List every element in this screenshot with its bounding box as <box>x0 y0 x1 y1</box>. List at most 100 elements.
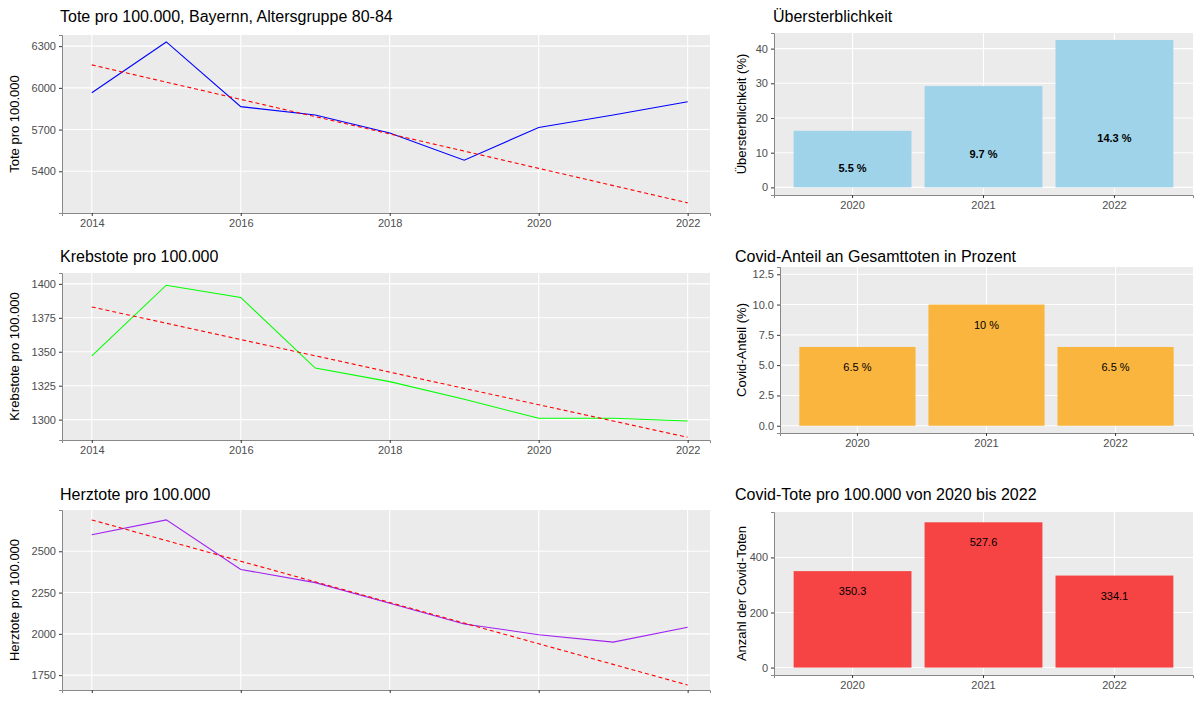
y-tick: 0 <box>762 181 774 193</box>
chart-canvas: 540057006000630020142016201820202022Tote… <box>0 0 1200 701</box>
x-tick-mark <box>92 213 93 216</box>
y-tick-label: 1325 <box>32 380 56 392</box>
axis-line <box>771 34 775 196</box>
axis: 0.02.55.07.510.012.5 <box>753 268 781 434</box>
y-tick-mark <box>59 634 62 635</box>
x-tick <box>390 690 391 693</box>
axis-line <box>59 274 63 441</box>
y-grid-line <box>62 129 710 130</box>
x-tick <box>92 690 93 693</box>
y-tick-label: 2000 <box>32 628 56 640</box>
annotation: 14.3 % <box>1097 132 1131 144</box>
x-tick-label: 2014 <box>80 217 104 229</box>
x-tick-label: 2021 <box>971 679 995 691</box>
y-tick-mark <box>777 305 780 306</box>
series-line <box>92 520 688 685</box>
y-tick: 2250 <box>32 587 62 599</box>
x-tick-label: 2020 <box>527 444 551 456</box>
x-tick: 2021 <box>971 675 995 691</box>
y-tick-label: 2.5 <box>759 389 774 401</box>
bar <box>794 131 912 188</box>
y-tick: 20 <box>756 112 774 124</box>
y-grid-line <box>62 283 710 284</box>
x-tick-label: 2021 <box>974 437 998 449</box>
x-grid-line <box>538 273 539 440</box>
y-tick-mark <box>771 83 774 84</box>
y-grid-line <box>62 551 710 552</box>
chart: 0102030402020202120225.5 %9.7 %14.3 %Übe… <box>734 8 1194 211</box>
y-tick-label: 2250 <box>32 587 56 599</box>
y-grid-line <box>62 171 710 172</box>
x-grid-line <box>389 510 390 690</box>
plot-area <box>794 40 1174 187</box>
y-tick: 1375 <box>32 312 62 324</box>
y-tick: 2.5 <box>759 389 780 401</box>
x-grid-line <box>687 273 688 440</box>
x-tick-mark <box>983 195 984 198</box>
y-tick: 5700 <box>32 124 62 136</box>
y-grid-line <box>62 633 710 634</box>
axis: 20142016201820202022 <box>63 440 711 456</box>
y-tick: 7.5 <box>759 329 780 341</box>
x-tick-mark <box>688 440 689 443</box>
x-grid-line <box>240 35 241 213</box>
chart-title: Covid-Tote pro 100.000 von 2020 bis 2022 <box>735 486 1037 503</box>
x-tick-mark <box>688 690 689 693</box>
y-tick-label: 5400 <box>32 165 56 177</box>
x-tick-label: 2022 <box>676 217 700 229</box>
x-tick: 2020 <box>527 440 551 456</box>
chart: 1300132513501375140020142016201820202022… <box>7 248 711 456</box>
plot-area <box>92 42 688 203</box>
annotation: 5.5 % <box>838 162 866 174</box>
y-tick: 2500 <box>32 545 62 557</box>
y-axis-title: Anzahl der Covid-Toten <box>734 526 749 661</box>
axis-line <box>63 214 711 217</box>
y-tick-label: 10 <box>756 147 768 159</box>
series-line <box>92 520 688 642</box>
x-tick-label: 2022 <box>1102 679 1126 691</box>
chart: 0200400202020212022350.3527.6334.1Covid-… <box>734 486 1194 691</box>
y-tick-mark <box>771 668 774 669</box>
grid <box>62 510 710 690</box>
bar <box>1056 576 1174 668</box>
y-grid-line <box>62 419 710 420</box>
y-grid-line <box>62 351 710 352</box>
axis: 20142016201820202022 <box>63 213 711 229</box>
axis: 5400570060006300 <box>32 36 63 214</box>
x-tick-mark <box>539 213 540 216</box>
bar <box>1056 40 1174 187</box>
bar <box>928 305 1044 426</box>
y-tick-mark <box>771 49 774 50</box>
grid <box>774 512 1193 675</box>
axis-line <box>777 268 781 434</box>
x-tick: 2020 <box>845 433 869 449</box>
x-tick: 2020 <box>840 195 864 211</box>
x-tick-label: 2016 <box>229 444 253 456</box>
plot-background <box>774 33 1193 195</box>
y-grid-line <box>62 87 710 88</box>
y-tick-mark <box>771 187 774 188</box>
axis: 0200400 <box>750 513 775 676</box>
x-tick-mark <box>390 213 391 216</box>
y-tick-label: 0 <box>762 662 768 674</box>
x-grid-line <box>91 510 92 690</box>
x-tick: 2014 <box>80 213 104 229</box>
x-tick-mark <box>688 213 689 216</box>
x-tick: 2022 <box>1102 195 1126 211</box>
series-line <box>92 42 688 160</box>
plot-background <box>62 273 710 440</box>
y-tick: 12.5 <box>753 268 780 280</box>
x-tick-label: 2020 <box>840 199 864 211</box>
y-tick-mark <box>771 118 774 119</box>
y-tick: 40 <box>756 43 774 55</box>
grid <box>774 33 1193 195</box>
y-tick-label: 1350 <box>32 346 56 358</box>
series-line <box>92 65 688 203</box>
y-tick-label: 12.5 <box>753 268 774 280</box>
axis <box>63 690 711 693</box>
data-label: 6.5 % <box>843 361 871 373</box>
x-grid-line <box>91 35 92 213</box>
y-grid-line <box>62 317 710 318</box>
grid <box>62 273 710 440</box>
axis: 202020212022 <box>781 433 1194 449</box>
